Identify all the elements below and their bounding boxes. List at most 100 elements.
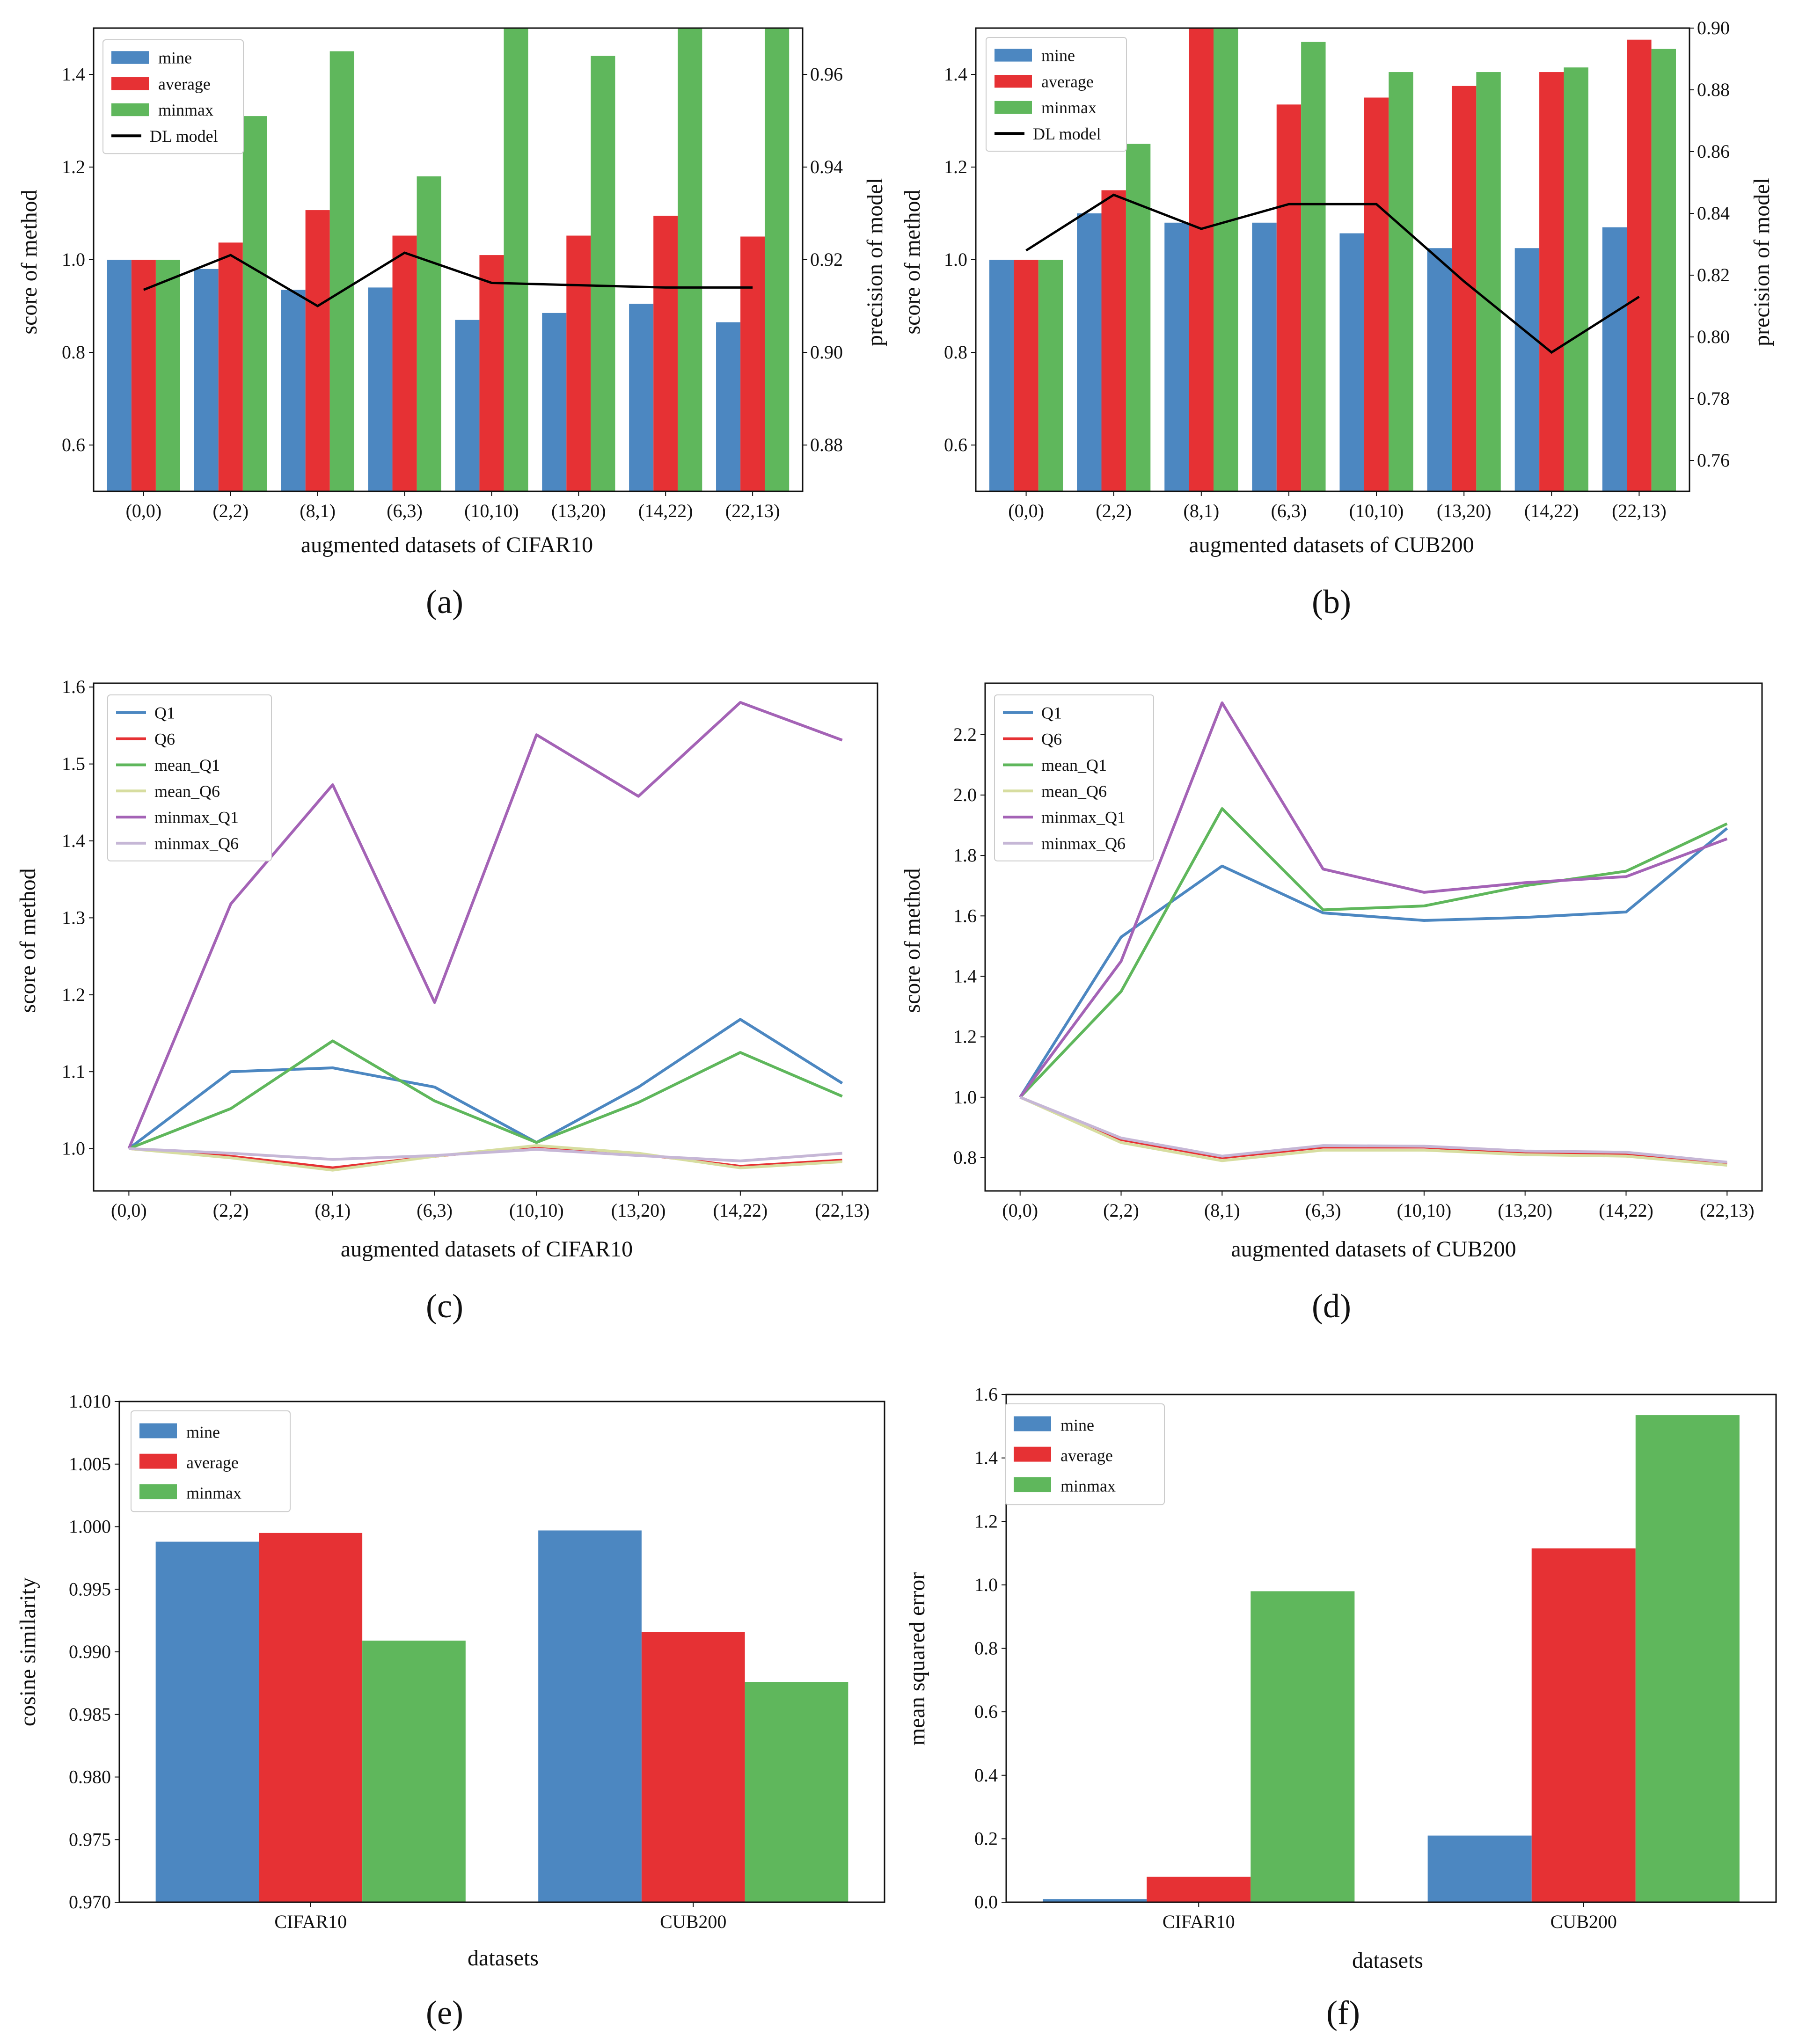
ytick-label-e-5: 0.995: [69, 1578, 111, 1599]
xtick-label-d-4: (10,10): [1397, 1200, 1452, 1221]
bar-b-minmax-7: [1651, 49, 1676, 491]
bar-b-mine-3: [1252, 222, 1277, 491]
line-d-Q1: [1019, 827, 1728, 1098]
ytick-label-f-7: 1.4: [974, 1447, 998, 1468]
xtick-label-d-3: (6,3): [1305, 1200, 1341, 1221]
caption-c: (c): [426, 1287, 463, 1325]
legend-a-swatch-0: [111, 51, 149, 64]
ytick-label-a-3: 1.2: [62, 156, 85, 177]
ytick-label-e-3: 0.985: [69, 1704, 111, 1725]
legend-c: Q1 Q6 mean_Q1 mean_Q6 minmax_Q1 minmax_Q6: [107, 694, 272, 861]
legend-a-box: [102, 39, 244, 154]
ytick-label-f-4: 0.8: [974, 1638, 998, 1659]
legend-f-label-1: average: [1060, 1446, 1113, 1465]
bar-e-mine-1: [538, 1530, 642, 1902]
bar-a-minmax-2: [329, 51, 354, 491]
bar-b-mine-6: [1514, 248, 1540, 491]
chart-c-xlabel: augmented datasets of CIFAR10: [341, 1237, 633, 1262]
ytick-label-b-0: 0.6: [944, 434, 967, 455]
legend-d-label-2: mean_Q1: [1041, 756, 1107, 774]
panel-b: 0.76 0.78 0.80 0.82 0.84 0.86 0.88 0.90 (0,0) (2,…: [900, 17, 1774, 620]
chart-e-frame: [118, 1401, 885, 1903]
chart-f-area: [1043, 1415, 1740, 1902]
xtick-label-e-1: CUB200: [660, 1911, 726, 1932]
legend-c-label-0: Q1: [154, 704, 175, 723]
line-c-Q1: [128, 1018, 843, 1150]
bar-f-mine-0: [1043, 1899, 1147, 1902]
xtick-label-b-2: (8,1): [1184, 500, 1220, 521]
ytick-label-e-6: 1.000: [69, 1516, 111, 1537]
bar-b-average-1: [1101, 190, 1126, 491]
xtick-label-b-6: (14,22): [1524, 500, 1579, 521]
ytick-label-a-0: 0.6: [62, 434, 85, 455]
ytick-label-f-2: 0.4: [974, 1765, 998, 1786]
bar-b-mine-1: [1077, 213, 1102, 491]
legend-f-swatch-0: [1014, 1416, 1051, 1431]
bar-b-mine-5: [1427, 248, 1452, 491]
caption-f: (f): [1326, 1994, 1360, 2031]
ytick-label-a-1: 0.8: [62, 342, 85, 363]
legend-f-label-0: mine: [1060, 1416, 1094, 1434]
ytick-label-e-1: 0.975: [69, 1829, 111, 1850]
bar-b-minmax-3: [1301, 42, 1326, 491]
bar-a-minmax-7: [765, 28, 790, 491]
legend-f: mine average minmax: [1005, 1403, 1165, 1505]
ytick-label-f-3: 0.6: [974, 1701, 998, 1722]
xtick-label-b-3: (6,3): [1271, 500, 1307, 521]
xtick-label-a-6: (14,22): [638, 500, 693, 521]
line-c-mean_Q1: [128, 1039, 843, 1150]
xtick-label-c-6: (14,22): [713, 1200, 768, 1221]
chart-d-area: [1019, 701, 1728, 1167]
legend-a-label-3: DL model: [150, 127, 218, 146]
xtick-label-c-1: (2,2): [213, 1200, 249, 1221]
chart-a-xlabel: augmented datasets of CIFAR10: [301, 533, 593, 557]
chart-b-area: [989, 28, 1676, 491]
ytick-label-c-6: 1.6: [62, 676, 85, 697]
ytick-label-c-2: 1.2: [62, 984, 85, 1005]
ytick-label-f-1: 0.2: [974, 1828, 998, 1849]
bar-a-minmax-1: [242, 116, 267, 491]
xtick-label-b-4: (10,10): [1349, 500, 1404, 521]
legend-a-swatch-2: [111, 103, 149, 117]
legend-d-label-3: mean_Q6: [1041, 782, 1107, 801]
chart-b-y2label: precision of model: [1749, 178, 1774, 346]
legend-a-label-1: average: [158, 74, 211, 93]
ytick-label-e-4: 0.990: [69, 1641, 111, 1662]
chart-c-frame: [93, 682, 878, 1192]
y2tick-label-b-0: 0.76: [1697, 450, 1730, 471]
legend-d-label-5: minmax_Q6: [1041, 834, 1126, 853]
line-d-minmax_Q1: [1019, 701, 1728, 1098]
ytick-label-e-8: 1.010: [69, 1391, 111, 1412]
y2tick-label-a-2: 0.92: [810, 249, 843, 270]
legend-f-swatch-2: [1014, 1477, 1051, 1492]
y2tick-label-b-1: 0.78: [1697, 388, 1730, 409]
bar-b-average-3: [1276, 104, 1302, 491]
line-a-dl-model: [143, 251, 753, 307]
bar-b-average-0: [1014, 260, 1038, 491]
chart-f-frame: [1005, 1394, 1777, 1903]
ytick-label-f-6: 1.2: [974, 1511, 998, 1532]
xtick-label-f-1: CUB200: [1550, 1911, 1617, 1932]
legend-c-label-1: Q6: [154, 730, 175, 748]
bar-f-mine-1: [1427, 1835, 1532, 1902]
bar-a-mine-0: [107, 260, 132, 491]
xtick-label-f-0: CIFAR10: [1163, 1911, 1235, 1932]
chart-f-plot: CIFAR10 CUB200 0.0 0.2 0.4 0.6 0.8 1.0 1.2 1.4 1.6…: [974, 1384, 1777, 1932]
bar-e-average-1: [641, 1632, 745, 1902]
legend-b: mine average minmax DL model: [986, 37, 1127, 152]
legend-e-label-0: mine: [186, 1423, 220, 1441]
line-b-dl-model: [1025, 193, 1640, 354]
bar-a-average-5: [566, 235, 591, 491]
bar-b-minmax-2: [1214, 28, 1238, 491]
caption-d: (d): [1312, 1287, 1351, 1325]
xtick-label-a-2: (8,1): [300, 500, 336, 521]
chart-b-xlabel: augmented datasets of CUB200: [1189, 533, 1474, 557]
legend-b-swatch-2: [995, 101, 1032, 114]
chart-d-ylabel: score of method: [900, 868, 925, 1013]
panel-f: CIFAR10 CUB200 0.0 0.2 0.4 0.6 0.8 1.0 1.2 1.4 1.6…: [905, 1384, 1777, 2031]
bar-a-average-6: [653, 215, 678, 491]
chart-e-area: [155, 1530, 848, 1902]
legend-a-label-0: mine: [158, 49, 192, 67]
xtick-label-e-0: CIFAR10: [274, 1911, 347, 1932]
bar-a-minmax-5: [591, 56, 615, 491]
